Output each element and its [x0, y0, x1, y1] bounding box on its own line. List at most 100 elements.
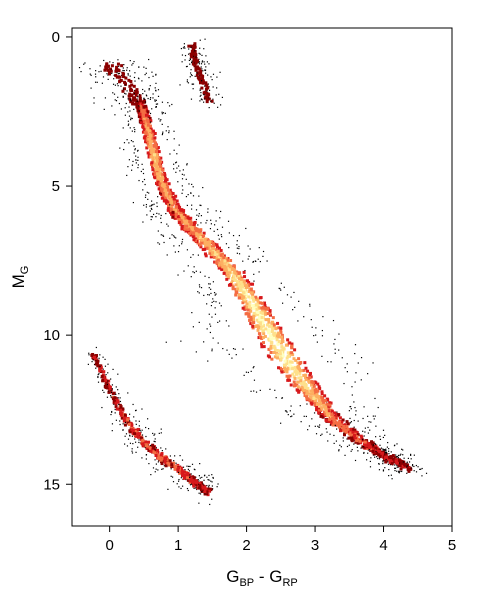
density-cell	[249, 282, 253, 286]
density-cell	[210, 219, 212, 221]
density-cell	[185, 478, 187, 481]
density-cell	[110, 378, 112, 380]
density-cell	[161, 123, 163, 125]
density-cell	[149, 205, 151, 207]
density-cell	[286, 294, 289, 296]
density-cell	[406, 468, 410, 472]
density-cell	[344, 367, 346, 369]
density-cell	[252, 321, 256, 325]
density-cell	[389, 464, 391, 466]
density-cell	[406, 462, 408, 464]
density-cell	[204, 493, 206, 495]
density-cell	[115, 419, 117, 421]
density-cell	[182, 47, 185, 49]
density-cell	[156, 176, 160, 180]
density-cell	[179, 218, 183, 222]
density-cell	[129, 60, 131, 62]
density-cell	[97, 375, 99, 378]
density-cell	[394, 464, 396, 466]
density-cell	[107, 390, 111, 394]
density-cell	[324, 412, 328, 416]
density-cell	[363, 435, 365, 437]
density-cell	[292, 309, 294, 311]
series-main-sequence	[114, 89, 428, 480]
density-cell	[144, 116, 148, 120]
density-cell	[199, 481, 203, 485]
density-cell	[297, 389, 301, 393]
density-cell	[168, 459, 172, 463]
density-cell	[161, 113, 163, 115]
density-cell	[144, 73, 146, 76]
density-cell	[134, 98, 138, 102]
density-cell	[135, 155, 137, 157]
density-cell	[195, 218, 198, 221]
density-cell	[206, 90, 208, 92]
density-cell	[161, 133, 163, 136]
density-cell	[270, 357, 274, 361]
density-cell	[197, 291, 199, 293]
density-cell	[160, 175, 164, 179]
density-cell	[165, 178, 169, 182]
density-cell	[204, 38, 206, 40]
density-cell	[127, 392, 129, 394]
density-cell	[156, 212, 158, 214]
density-cell	[421, 467, 423, 470]
density-cell	[275, 334, 279, 338]
density-cell	[100, 70, 102, 72]
density-cell	[328, 418, 332, 422]
density-cell	[108, 72, 112, 76]
density-cell	[203, 252, 207, 256]
density-cell	[162, 234, 164, 236]
density-cell	[133, 102, 137, 106]
density-cell	[122, 127, 124, 129]
density-cell	[257, 301, 261, 305]
density-cell	[90, 74, 92, 76]
density-cell	[377, 453, 381, 457]
density-cell	[186, 227, 190, 231]
density-cell	[93, 102, 95, 104]
density-cell	[171, 192, 175, 196]
density-cell	[267, 347, 271, 351]
density-cell	[141, 429, 143, 431]
density-cell	[138, 94, 141, 96]
density-cell	[182, 209, 186, 213]
density-cell	[312, 396, 316, 400]
density-cell	[296, 385, 300, 389]
density-cell	[168, 195, 172, 199]
density-cell	[177, 181, 179, 183]
density-cell	[200, 94, 202, 96]
density-cell	[304, 378, 308, 382]
density-cell	[203, 93, 205, 96]
density-cell	[308, 399, 312, 403]
density-cell	[121, 89, 125, 93]
density-cell	[204, 254, 208, 258]
density-cell	[201, 241, 205, 245]
density-cell	[338, 349, 340, 351]
density-cell	[353, 419, 355, 422]
density-cell	[283, 286, 285, 288]
density-cell	[138, 96, 142, 100]
density-cell	[187, 44, 191, 48]
density-cell	[191, 83, 194, 85]
density-cell	[186, 163, 188, 165]
density-cell	[252, 316, 256, 320]
density-cell	[125, 93, 127, 95]
density-cell	[152, 75, 154, 77]
density-cell	[124, 421, 127, 424]
density-cell	[194, 75, 196, 77]
density-cell	[149, 127, 153, 131]
density-cell	[117, 96, 119, 98]
density-cell	[167, 126, 169, 128]
density-cell	[406, 461, 408, 463]
density-cell	[218, 93, 220, 95]
density-cell	[312, 392, 316, 396]
density-cell	[305, 395, 309, 399]
density-cell	[285, 370, 289, 374]
density-cell	[166, 461, 170, 465]
density-cell	[372, 452, 376, 456]
density-cell	[301, 387, 305, 391]
density-cell	[194, 68, 198, 72]
density-cell	[147, 116, 149, 118]
density-cell	[134, 148, 136, 150]
density-cell	[217, 255, 221, 259]
